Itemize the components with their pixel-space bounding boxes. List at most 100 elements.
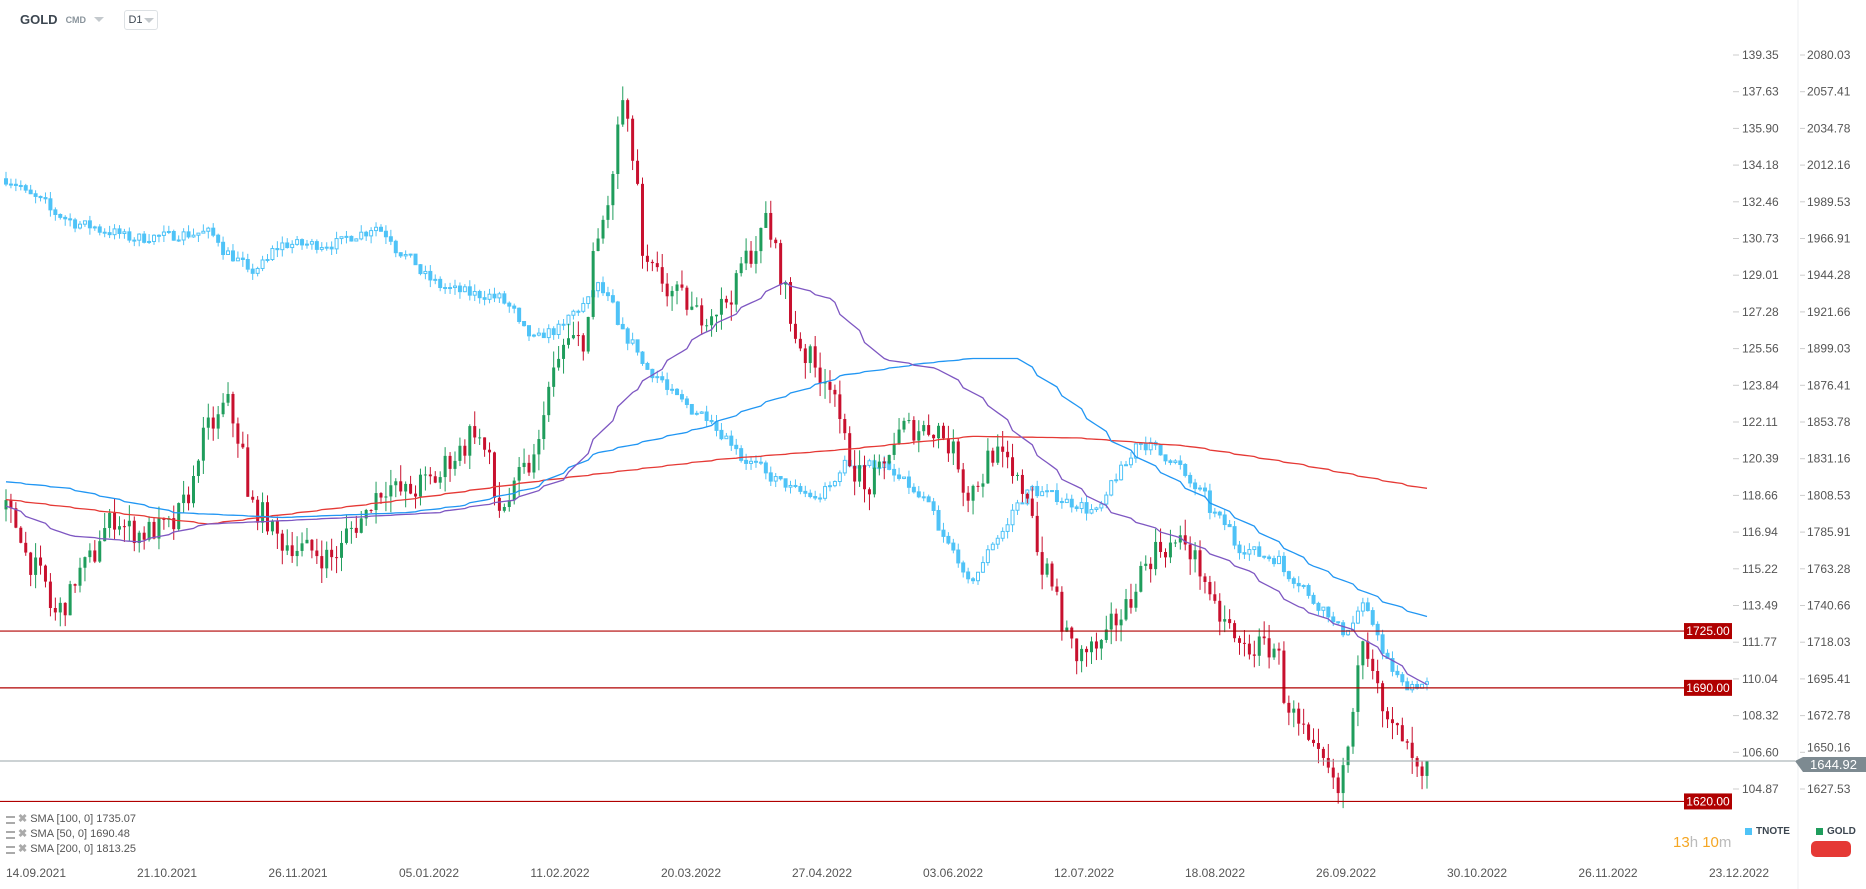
- tnote-axis-label: 139.35: [1742, 48, 1779, 62]
- tnote-candle: [581, 302, 586, 312]
- gold-candle: [1065, 627, 1069, 632]
- tnote-candle: [719, 429, 724, 440]
- close-icon[interactable]: ✖: [18, 813, 28, 825]
- gold-candle: [744, 250, 748, 264]
- tnote-candle: [1040, 491, 1045, 497]
- tnote-candle: [1301, 585, 1306, 588]
- tnote-candle: [467, 286, 472, 296]
- tnote-candle: [1000, 530, 1005, 539]
- gold-candle: [305, 539, 309, 544]
- gold-axis-label: 1944.28: [1807, 268, 1851, 282]
- tnote-candle: [309, 241, 314, 245]
- tnote-candle: [901, 476, 906, 479]
- tnote-candle: [300, 239, 305, 246]
- tnote-axis-label: 116.94: [1742, 525, 1778, 539]
- trade-button[interactable]: [1811, 841, 1851, 857]
- tnote-candle: [1237, 544, 1242, 554]
- close-icon[interactable]: ✖: [18, 828, 28, 840]
- tnote-candle: [946, 535, 951, 544]
- gold-candle: [660, 267, 664, 284]
- settings-lines-icon[interactable]: [6, 815, 15, 824]
- tnote-candle: [132, 239, 137, 242]
- gold-candle: [1316, 743, 1320, 749]
- gold-candle: [863, 465, 867, 490]
- tnote-candle: [1168, 460, 1173, 463]
- gold-candle: [1149, 563, 1153, 570]
- gold-candle: [1395, 723, 1399, 726]
- tnote-candle: [319, 247, 324, 250]
- gold-candle: [1168, 542, 1172, 558]
- tnote-candle: [1099, 503, 1104, 509]
- tnote-candle: [1276, 555, 1281, 565]
- date-axis-label: 26.11.2022: [1578, 866, 1637, 880]
- gold-candle: [251, 496, 255, 500]
- sma50-line: [5, 281, 1428, 686]
- settings-lines-icon[interactable]: [6, 830, 15, 839]
- close-icon[interactable]: ✖: [18, 843, 28, 855]
- tnote-candle: [107, 232, 112, 236]
- tnote-candle: [1291, 578, 1296, 584]
- tnote-candle: [517, 307, 522, 322]
- gold-candle: [1242, 642, 1246, 644]
- gold-candle: [675, 284, 679, 291]
- tnote-candle: [1326, 606, 1331, 618]
- timeframe-select[interactable]: D1: [124, 10, 158, 30]
- gold-axis-label: 1966.91: [1807, 232, 1851, 246]
- gold-candle: [1366, 641, 1370, 659]
- timer-minutes: 10: [1702, 834, 1719, 851]
- date-axis-label: 26.09.2022: [1316, 866, 1376, 880]
- tnote-candle: [596, 282, 601, 292]
- gold-candle: [187, 494, 191, 504]
- gold-candle: [201, 427, 205, 461]
- tnote-axis-label: 137.63: [1742, 85, 1779, 99]
- price-level-tag: [1684, 623, 1732, 640]
- gold-candle: [877, 461, 881, 468]
- tnote-candle: [906, 476, 911, 488]
- gold-candle: [764, 212, 768, 228]
- gold-candle: [552, 367, 556, 387]
- gold-candle: [547, 386, 551, 416]
- settings-lines-icon[interactable]: [6, 845, 15, 854]
- gold-candle: [1020, 474, 1024, 494]
- chevron-down-icon: [143, 17, 154, 23]
- tnote-candle: [1306, 585, 1311, 596]
- tnote-candle: [615, 301, 620, 325]
- gold-candle: [157, 518, 161, 539]
- gold-candle: [162, 518, 166, 520]
- tnote-candle: [186, 231, 191, 238]
- gold-candle: [581, 335, 585, 352]
- gold-candle: [1109, 613, 1113, 630]
- tnote-candle: [87, 220, 92, 229]
- gold-candle: [1025, 493, 1029, 499]
- gold-candle: [798, 338, 802, 349]
- gold-candle: [1351, 711, 1355, 747]
- tnote-candle: [1355, 610, 1360, 624]
- tnote-candle: [655, 376, 660, 379]
- tnote-candle: [522, 320, 527, 327]
- tnote-candle: [329, 246, 334, 250]
- gold-candle: [488, 449, 492, 453]
- gold-candle: [1415, 757, 1419, 767]
- market-selector[interactable]: CMD: [65, 14, 87, 25]
- gold-candle: [9, 500, 13, 509]
- date-axis-label: 30.10.2022: [1447, 866, 1507, 880]
- date-axis-label: 14.09.2021: [6, 866, 66, 880]
- tnote-candle: [102, 231, 107, 234]
- gold-candle: [48, 581, 52, 608]
- tnote-candle: [285, 242, 290, 249]
- tnote-candle: [1183, 463, 1188, 476]
- gold-axis-label: 2080.03: [1807, 48, 1851, 62]
- legend-tnote[interactable]: TNOTE: [1745, 826, 1790, 837]
- tnote-candle: [1138, 442, 1143, 445]
- gold-candle: [1015, 474, 1019, 476]
- tnote-candle: [166, 230, 171, 233]
- tnote-candle: [127, 231, 132, 241]
- gold-candle: [695, 305, 699, 307]
- legend-gold[interactable]: GOLD: [1816, 826, 1856, 837]
- gold-candle: [1312, 739, 1316, 744]
- gold-candle: [73, 584, 77, 586]
- chevron-down-icon[interactable]: [94, 17, 105, 22]
- tnote-candle: [1059, 501, 1064, 504]
- gold-candle: [1040, 552, 1044, 575]
